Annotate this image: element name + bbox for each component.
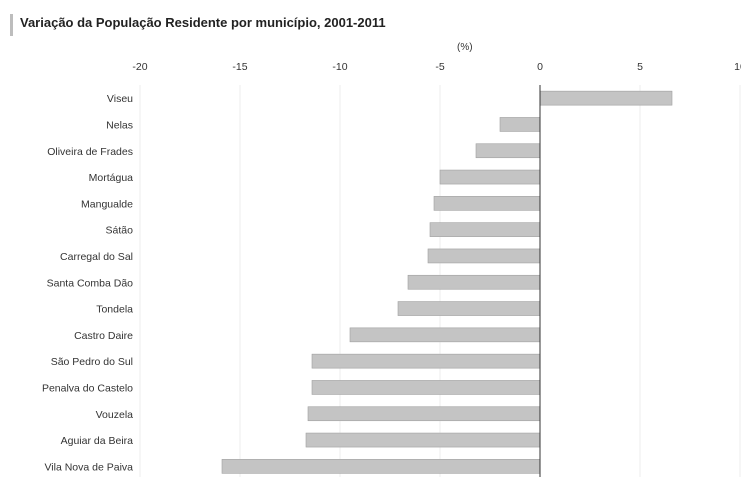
title-accent-bar (10, 14, 13, 36)
bar (427, 248, 541, 264)
bar (311, 353, 541, 369)
bar (305, 432, 541, 448)
bar (539, 90, 673, 106)
x-tick-label: -20 (132, 61, 147, 73)
category-label: Mortágua (89, 172, 134, 184)
x-axis-unit: (%) (457, 42, 473, 53)
bar (439, 169, 541, 185)
chart-title: Variação da População Residente por muni… (20, 15, 386, 30)
category-label: Penalva do Castelo (42, 382, 133, 394)
x-tick-label: 5 (637, 61, 643, 73)
category-label: Oliveira de Frades (47, 146, 133, 158)
category-label: Santa Comba Dão (47, 277, 134, 289)
category-label: Mangualde (81, 198, 133, 210)
category-label: Vila Nova de Paiva (44, 461, 133, 473)
category-label: Viseu (107, 93, 133, 105)
category-label: Castro Daire (74, 330, 133, 342)
category-label: Vouzela (96, 409, 134, 421)
bar (397, 301, 541, 316)
x-tick-label: -15 (232, 61, 247, 73)
category-label: São Pedro do Sul (51, 356, 133, 368)
x-tick-label: 0 (537, 61, 543, 73)
category-label: Aguiar da Beira (61, 435, 134, 447)
bar (433, 196, 541, 211)
category-label: Nelas (106, 119, 133, 131)
bar (407, 274, 541, 290)
x-tick-label: -5 (435, 61, 444, 73)
bar (311, 380, 541, 395)
bar (429, 222, 541, 237)
x-tick-label: 10 (734, 61, 741, 73)
category-label: Sátão (106, 225, 134, 237)
x-tick-label: -10 (332, 61, 347, 73)
bar (307, 406, 541, 422)
bar (475, 143, 541, 159)
category-label: Carregal do Sal (60, 251, 133, 263)
bar (349, 327, 541, 343)
bar (221, 459, 541, 474)
bar (499, 117, 541, 132)
category-label: Tondela (96, 304, 133, 316)
